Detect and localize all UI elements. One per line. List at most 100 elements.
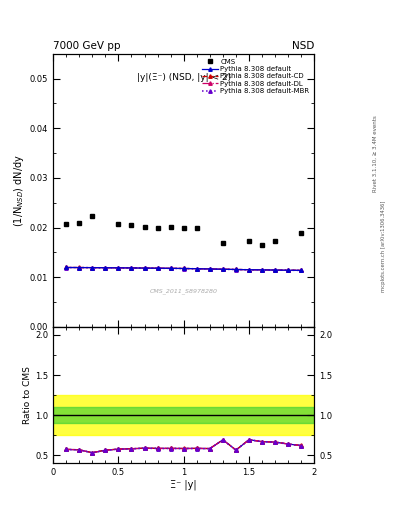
Pythia 8.308 default <box>299 267 304 273</box>
Pythia 8.308 default-CD <box>142 265 147 271</box>
Pythia 8.308 default-DL <box>260 267 264 273</box>
Pythia 8.308 default <box>195 266 199 272</box>
Pythia 8.308 default-CD <box>234 266 239 272</box>
Pythia 8.308 default <box>273 267 277 273</box>
Pythia 8.308 default-DL <box>168 265 173 271</box>
Pythia 8.308 default <box>220 266 225 272</box>
Pythia 8.308 default-DL <box>195 266 199 272</box>
Line: Pythia 8.308 default-CD: Pythia 8.308 default-CD <box>64 266 303 272</box>
Pythia 8.308 default-MBR <box>208 266 212 272</box>
Pythia 8.308 default-DL <box>142 265 147 271</box>
Pythia 8.308 default <box>260 267 264 273</box>
Line: CMS: CMS <box>64 213 304 247</box>
Pythia 8.308 default-MBR <box>155 265 160 271</box>
Pythia 8.308 default-DL <box>64 264 68 270</box>
Pythia 8.308 default-CD <box>168 265 173 271</box>
Pythia 8.308 default-CD <box>77 264 82 270</box>
Pythia 8.308 default-MBR <box>142 265 147 271</box>
Pythia 8.308 default-CD <box>286 267 291 273</box>
Pythia 8.308 default-DL <box>208 266 212 272</box>
Pythia 8.308 default-DL <box>116 265 121 271</box>
Pythia 8.308 default-DL <box>286 267 291 273</box>
Pythia 8.308 default-MBR <box>116 265 121 271</box>
CMS <box>116 221 121 227</box>
Pythia 8.308 default-CD <box>220 266 225 272</box>
Pythia 8.308 default <box>77 265 82 271</box>
Pythia 8.308 default-CD <box>103 265 108 271</box>
Pythia 8.308 default-DL <box>77 265 82 271</box>
Pythia 8.308 default <box>286 267 291 273</box>
Pythia 8.308 default-MBR <box>103 265 108 271</box>
Line: Pythia 8.308 default-MBR: Pythia 8.308 default-MBR <box>64 266 303 272</box>
Pythia 8.308 default-CD <box>260 267 264 273</box>
Pythia 8.308 default-CD <box>299 267 304 273</box>
CMS <box>220 240 225 246</box>
CMS <box>168 224 173 230</box>
X-axis label: Ξ⁻ |y|: Ξ⁻ |y| <box>171 480 197 490</box>
Pythia 8.308 default-CD <box>195 266 199 272</box>
Pythia 8.308 default-CD <box>116 265 121 271</box>
Pythia 8.308 default-DL <box>129 265 134 271</box>
Y-axis label: (1/N$_{NSD}$) dN/dy: (1/N$_{NSD}$) dN/dy <box>11 154 26 227</box>
CMS <box>64 221 68 227</box>
Text: |y|(Ξ⁻) (NSD, |y| < 2): |y|(Ξ⁻) (NSD, |y| < 2) <box>137 73 231 82</box>
CMS <box>155 224 160 230</box>
Pythia 8.308 default-DL <box>273 267 277 273</box>
CMS <box>142 224 147 230</box>
Text: NSD: NSD <box>292 41 314 51</box>
Pythia 8.308 default <box>142 265 147 271</box>
Pythia 8.308 default-CD <box>208 266 212 272</box>
Pythia 8.308 default-CD <box>273 267 277 273</box>
Pythia 8.308 default-MBR <box>273 267 277 273</box>
Pythia 8.308 default-CD <box>182 265 186 271</box>
CMS <box>90 212 95 219</box>
Pythia 8.308 default-MBR <box>220 266 225 272</box>
CMS <box>77 220 82 226</box>
Pythia 8.308 default-CD <box>155 265 160 271</box>
Pythia 8.308 default-MBR <box>260 267 264 273</box>
Pythia 8.308 default-DL <box>220 266 225 272</box>
CMS <box>182 224 186 230</box>
Pythia 8.308 default-MBR <box>195 266 199 272</box>
Pythia 8.308 default <box>90 265 95 271</box>
Pythia 8.308 default <box>247 267 252 273</box>
Pythia 8.308 default-DL <box>90 265 95 271</box>
Pythia 8.308 default-MBR <box>299 267 304 273</box>
Pythia 8.308 default-CD <box>90 265 95 271</box>
Pythia 8.308 default-MBR <box>168 265 173 271</box>
Text: CMS_2011_S8978280: CMS_2011_S8978280 <box>150 288 218 294</box>
CMS <box>129 222 134 228</box>
Pythia 8.308 default-DL <box>103 265 108 271</box>
Pythia 8.308 default-MBR <box>129 265 134 271</box>
Pythia 8.308 default-MBR <box>64 265 68 271</box>
Pythia 8.308 default-MBR <box>77 265 82 271</box>
Pythia 8.308 default <box>182 265 186 271</box>
Pythia 8.308 default-DL <box>247 267 252 273</box>
Pythia 8.308 default-CD <box>129 265 134 271</box>
CMS <box>195 224 199 230</box>
Bar <box>53 395 314 435</box>
CMS <box>247 239 252 245</box>
Pythia 8.308 default <box>168 265 173 271</box>
Pythia 8.308 default-MBR <box>286 267 291 273</box>
Y-axis label: Ratio to CMS: Ratio to CMS <box>23 366 32 424</box>
Bar <box>53 407 314 423</box>
Pythia 8.308 default <box>129 265 134 271</box>
Pythia 8.308 default <box>103 265 108 271</box>
CMS <box>260 242 264 248</box>
CMS <box>299 230 304 236</box>
Pythia 8.308 default <box>64 264 68 270</box>
Pythia 8.308 default-CD <box>247 267 252 273</box>
Pythia 8.308 default-MBR <box>90 265 95 271</box>
Pythia 8.308 default-DL <box>155 265 160 271</box>
Text: Rivet 3.1.10, ≥ 3.4M events: Rivet 3.1.10, ≥ 3.4M events <box>373 115 378 192</box>
Pythia 8.308 default <box>155 265 160 271</box>
Text: mcplots.cern.ch [arXiv:1306.3436]: mcplots.cern.ch [arXiv:1306.3436] <box>381 200 386 291</box>
Pythia 8.308 default-DL <box>299 267 304 273</box>
Legend: CMS, Pythia 8.308 default, Pythia 8.308 default-CD, Pythia 8.308 default-DL, Pyt: CMS, Pythia 8.308 default, Pythia 8.308 … <box>201 57 311 96</box>
Text: 7000 GeV pp: 7000 GeV pp <box>53 41 121 51</box>
Line: Pythia 8.308 default: Pythia 8.308 default <box>64 266 303 272</box>
Pythia 8.308 default-DL <box>182 265 186 271</box>
Line: Pythia 8.308 default-DL: Pythia 8.308 default-DL <box>64 266 303 272</box>
CMS <box>273 238 277 244</box>
